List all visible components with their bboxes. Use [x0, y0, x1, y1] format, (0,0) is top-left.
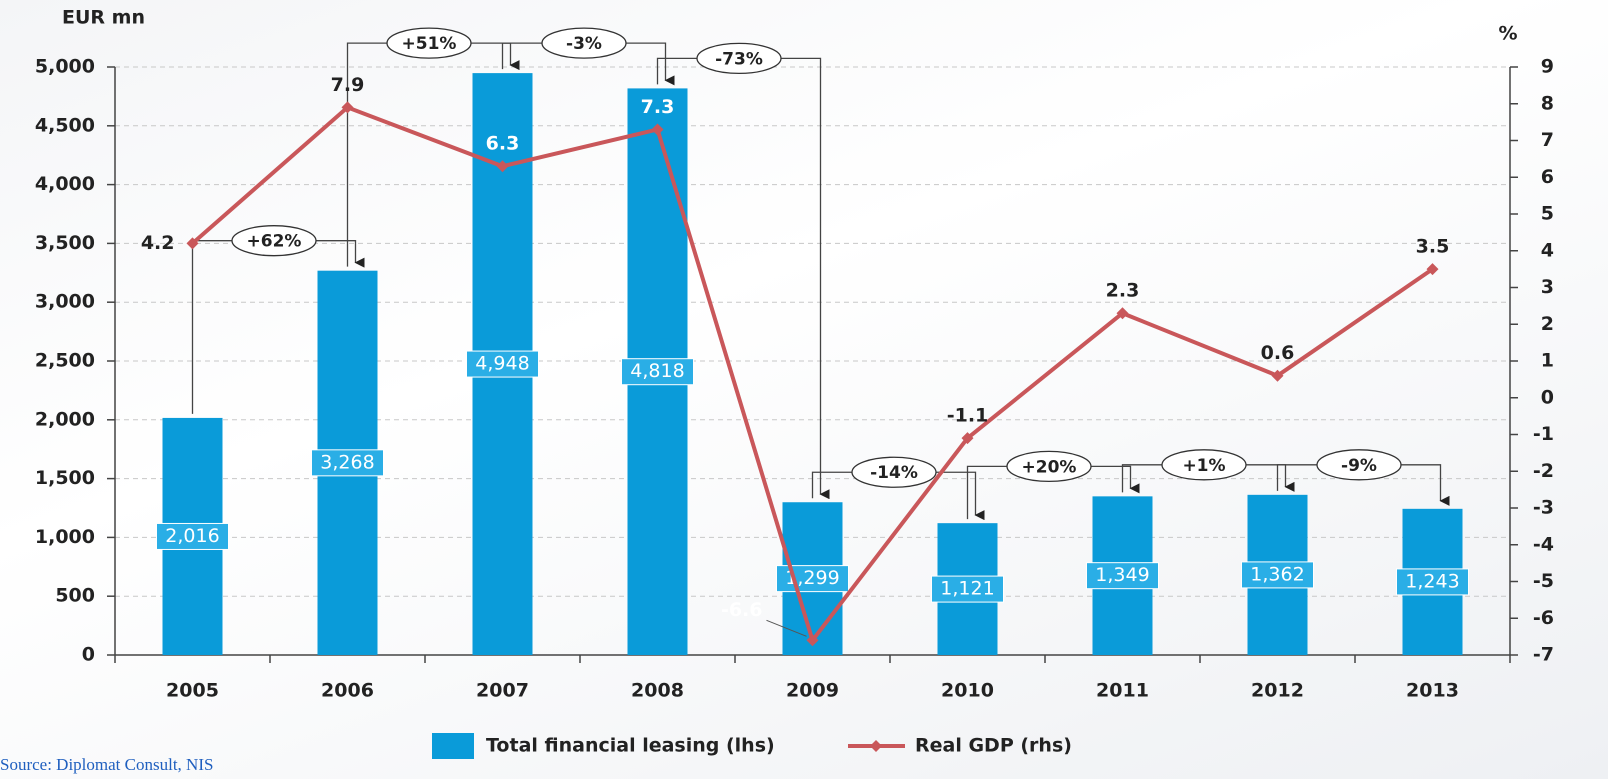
y2-tick-label: 7: [1541, 129, 1554, 151]
data-label-box: [1241, 561, 1314, 589]
y-tick-label: 4,500: [35, 114, 95, 136]
y-tick-label: 500: [55, 585, 95, 607]
legend-label: Real GDP (rhs): [915, 735, 1072, 757]
source: Source: Diplomat Consult, NIS: [0, 755, 213, 774]
y2-axis-label: %: [1498, 23, 1517, 45]
y2-tick-label: 4: [1541, 239, 1554, 261]
change-label: +1%: [1182, 456, 1225, 476]
x-tick-label: 2005: [166, 680, 219, 702]
data-label: 4,948: [475, 353, 529, 375]
change-label: -73%: [715, 49, 763, 69]
line-marker: [1426, 263, 1439, 276]
data-label-box: [1396, 568, 1469, 596]
data-label: 1,349: [1095, 564, 1149, 586]
line-data-label: 7.9: [331, 74, 365, 96]
line-data-label: 0.6: [1261, 342, 1295, 364]
data-label-box: [156, 522, 229, 550]
change-label: -3%: [566, 34, 602, 54]
change-badge: [541, 27, 627, 59]
y2-tick-label: -1: [1533, 423, 1554, 445]
change-badge: [851, 456, 937, 488]
legend-label: Total financial leasing (lhs): [486, 735, 775, 757]
data-label-box: [931, 575, 1004, 603]
y-tick-label: 0: [82, 644, 95, 666]
line-marker: [1271, 369, 1284, 382]
data-label-box: [776, 565, 849, 593]
y-tick-label: 3,000: [35, 291, 95, 313]
data-label-box: [466, 350, 539, 378]
change-badge: [696, 42, 782, 75]
change-label: +62%: [247, 232, 302, 252]
x-tick-label: 2013: [1406, 680, 1459, 702]
y-tick-label: 3,500: [35, 232, 95, 254]
change-label: +20%: [1022, 457, 1077, 477]
data-label-box: [1086, 562, 1159, 590]
y2-tick-label: -6: [1533, 607, 1554, 629]
legend-marker: [870, 740, 882, 752]
data-label-box: [621, 358, 694, 386]
line-marker: [961, 432, 974, 445]
line-data-label: 2.3: [1106, 280, 1140, 302]
x-tick-label: 2006: [321, 680, 374, 702]
y-tick-label: 1,500: [35, 467, 95, 489]
line-marker: [496, 160, 509, 173]
y-tick-label: 2,500: [35, 350, 95, 372]
x-tick-label: 2009: [786, 680, 839, 702]
y2-tick-label: 0: [1541, 386, 1554, 408]
y2-tick-label: -7: [1533, 644, 1554, 666]
y2-tick-label: -4: [1533, 533, 1554, 555]
y-tick-label: 5,000: [35, 56, 95, 78]
y-tick-label: 4,000: [35, 173, 95, 195]
change-badge: [386, 27, 472, 59]
change-badge: [1316, 449, 1402, 481]
data-label: 2,016: [165, 525, 219, 547]
y-tick-label: 1,000: [35, 526, 95, 548]
line-marker: [806, 634, 819, 647]
line-data-label: 4.2: [141, 232, 175, 254]
line-marker: [186, 237, 199, 250]
x-tick-label: 2010: [941, 680, 994, 702]
y2-tick-label: 2: [1541, 313, 1554, 335]
y2-tick-label: 1: [1541, 350, 1554, 372]
line-marker: [341, 101, 354, 114]
y2-tick-label: 9: [1541, 56, 1554, 78]
y2-tick-label: -2: [1533, 460, 1554, 482]
line-data-label: -1.1: [947, 405, 989, 427]
data-label: 4,818: [630, 360, 684, 382]
change-badge: [1161, 449, 1247, 481]
line-data-label: 7.3: [641, 96, 675, 118]
x-tick-label: 2008: [631, 680, 684, 702]
x-tick-label: 2012: [1251, 680, 1304, 702]
data-label: 3,268: [320, 451, 374, 473]
legend-swatch: [432, 733, 474, 759]
y-axis-label: EUR mn: [62, 7, 145, 29]
y-tick-label: 2,000: [35, 408, 95, 430]
y2-tick-label: 8: [1541, 92, 1554, 114]
y2-tick-label: 3: [1541, 276, 1554, 298]
line-data-label: -6.6: [721, 599, 763, 621]
change-label: -9%: [1341, 456, 1377, 476]
y2-tick-label: -5: [1533, 570, 1554, 592]
x-tick-label: 2011: [1096, 680, 1149, 702]
change-label: +51%: [402, 34, 457, 54]
leader: [766, 619, 807, 637]
data-label: 1,121: [940, 578, 994, 600]
line-marker: [1116, 307, 1129, 320]
change-badge: [231, 225, 317, 257]
data-label: 1,299: [785, 567, 839, 589]
x-tick-label: 2007: [476, 680, 529, 702]
line-data-label: 3.5: [1416, 236, 1450, 258]
change-badge: [1006, 450, 1092, 483]
y2-tick-label: -3: [1533, 497, 1554, 519]
line-marker: [651, 123, 664, 136]
data-label: 1,243: [1405, 570, 1459, 592]
data-label-box: [311, 449, 384, 477]
y2-tick-label: 5: [1541, 203, 1554, 225]
data-label: 1,362: [1250, 563, 1304, 585]
change-label: -14%: [870, 463, 918, 483]
y2-tick-label: 6: [1541, 166, 1554, 188]
line-data-label: 6.3: [486, 133, 520, 155]
